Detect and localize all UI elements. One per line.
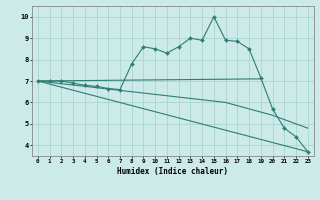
X-axis label: Humidex (Indice chaleur): Humidex (Indice chaleur) — [117, 167, 228, 176]
